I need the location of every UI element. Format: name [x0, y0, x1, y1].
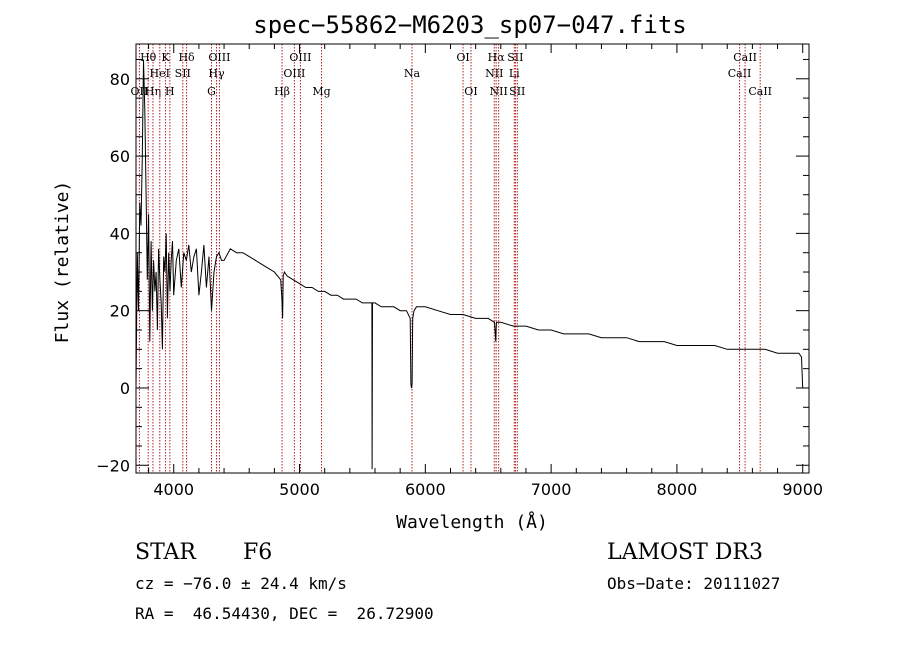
- y-tick-label-0: −20: [96, 456, 130, 475]
- marker-label-13: OIII: [289, 51, 311, 64]
- marker-label-2: Hη: [145, 85, 161, 98]
- marker-label-15: Na: [404, 67, 421, 80]
- marker-label-16: OI: [456, 51, 469, 64]
- marker-label-7: Hδ: [178, 51, 195, 64]
- marker-label-10: OIII: [208, 51, 230, 64]
- x-tick-label-5: 9000: [782, 480, 823, 499]
- survey-name: LAMOST DR3: [607, 540, 763, 565]
- axis-ticks: 4000 5000 6000 7000 8000 9000 −20 0 20 40 60 80: [96, 44, 823, 499]
- x-axis-label: Wavelength (Å): [396, 511, 548, 533]
- x-tick-label-2: 6000: [405, 480, 446, 499]
- marker-label-9: Hγ: [208, 67, 225, 80]
- marker-label-4: K: [161, 51, 170, 64]
- marker-label-11: Hβ: [274, 85, 290, 98]
- flux-series-line: [135, 59, 804, 470]
- marker-label-23: SII: [509, 85, 525, 98]
- y-tick-label-1: 0: [120, 379, 130, 398]
- marker-label-12: OIII: [283, 67, 305, 80]
- marker-label-24: CaII: [728, 67, 752, 80]
- y-tick-label-5: 80: [110, 70, 130, 89]
- marker-label-25: CaII: [733, 51, 757, 64]
- marker-label-18: NII: [485, 67, 503, 80]
- x-tick-label-0: 4000: [153, 480, 194, 499]
- marker-label-26: CaII: [748, 85, 772, 98]
- x-tick-label-1: 5000: [279, 480, 320, 499]
- marker-label-21: Li: [509, 67, 520, 80]
- marker-label-17: OI: [464, 85, 477, 98]
- object-subclass: F6: [243, 540, 273, 565]
- marker-label-22: SII: [507, 51, 523, 64]
- marker-label-14: Mg: [312, 85, 330, 98]
- x-tick-label-3: 7000: [531, 480, 572, 499]
- emission-line-markers: OIIHθHηHeIKHSIIHδGHγOIIIHβOIIIOIIIMgNaOI…: [131, 44, 772, 473]
- chart-title: spec−55862−M6203_sp07−047.fits: [253, 11, 686, 39]
- marker-label-8: G: [207, 85, 216, 98]
- y-tick-label-2: 20: [110, 302, 130, 321]
- plot-frame: [135, 43, 810, 474]
- x-tick-label-4: 8000: [657, 480, 698, 499]
- y-axis-label: Flux (relative): [52, 181, 73, 344]
- y-tick-label-3: 40: [110, 224, 130, 243]
- marker-label-1: Hθ: [140, 51, 157, 64]
- redshift-velocity: cz = −76.0 ± 24.4 km/s: [135, 574, 347, 593]
- observation-date: Obs−Date: 20111027: [607, 574, 781, 593]
- object-class: STAR: [135, 540, 196, 565]
- marker-label-5: H: [165, 85, 175, 98]
- marker-label-20: NII: [490, 85, 508, 98]
- marker-label-19: Hα: [488, 51, 506, 64]
- y-tick-label-4: 60: [110, 147, 130, 166]
- sky-coordinates: RA = 46.54430, DEC = 26.72900: [135, 604, 434, 623]
- marker-label-3: HeI: [150, 67, 170, 80]
- marker-label-6: SII: [175, 67, 191, 80]
